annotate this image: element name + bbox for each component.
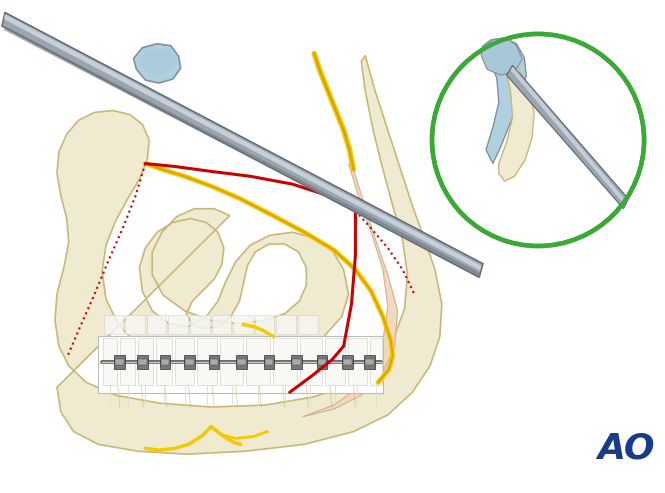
Bar [298,315,318,334]
Polygon shape [511,67,626,205]
Bar [209,355,219,369]
Bar [233,315,253,334]
Bar [190,315,209,334]
Bar [291,355,302,369]
Bar [137,355,148,369]
Bar [364,355,374,369]
Polygon shape [2,12,483,278]
Bar [255,315,275,334]
Bar [325,338,345,386]
Bar [104,315,123,334]
Bar [273,338,297,386]
Bar [102,338,117,386]
Polygon shape [499,50,534,181]
Bar [197,338,217,386]
Bar [236,355,247,369]
Bar [300,338,322,386]
Bar [147,315,166,334]
Bar [185,359,194,365]
Bar [138,338,153,386]
Bar [184,355,195,369]
Polygon shape [134,44,181,83]
Bar [343,359,352,365]
Bar [156,338,172,386]
Bar [237,359,246,365]
Polygon shape [55,56,442,454]
Bar [120,338,135,386]
Polygon shape [481,38,522,75]
Bar [176,338,194,386]
Bar [277,315,296,334]
Bar [265,359,273,365]
Bar [246,338,271,386]
Bar [125,315,145,334]
Polygon shape [138,49,177,75]
Bar [211,315,231,334]
Bar [263,355,275,369]
Bar [317,355,327,369]
Bar [292,359,301,365]
Polygon shape [4,26,481,278]
Polygon shape [4,14,481,271]
Bar [160,355,170,369]
Circle shape [432,34,644,246]
Bar [209,359,219,365]
Bar [138,359,147,365]
Bar [115,359,124,365]
Bar [318,359,327,365]
Bar [348,338,366,386]
Bar [114,355,125,369]
Bar [168,315,188,334]
Polygon shape [481,38,526,164]
Text: AO: AO [597,431,654,465]
Bar [160,359,170,365]
Bar [98,336,383,393]
Polygon shape [303,164,398,417]
Bar [370,338,382,386]
Polygon shape [507,66,628,209]
Bar [342,355,353,369]
Bar [220,338,243,386]
Bar [365,359,374,365]
